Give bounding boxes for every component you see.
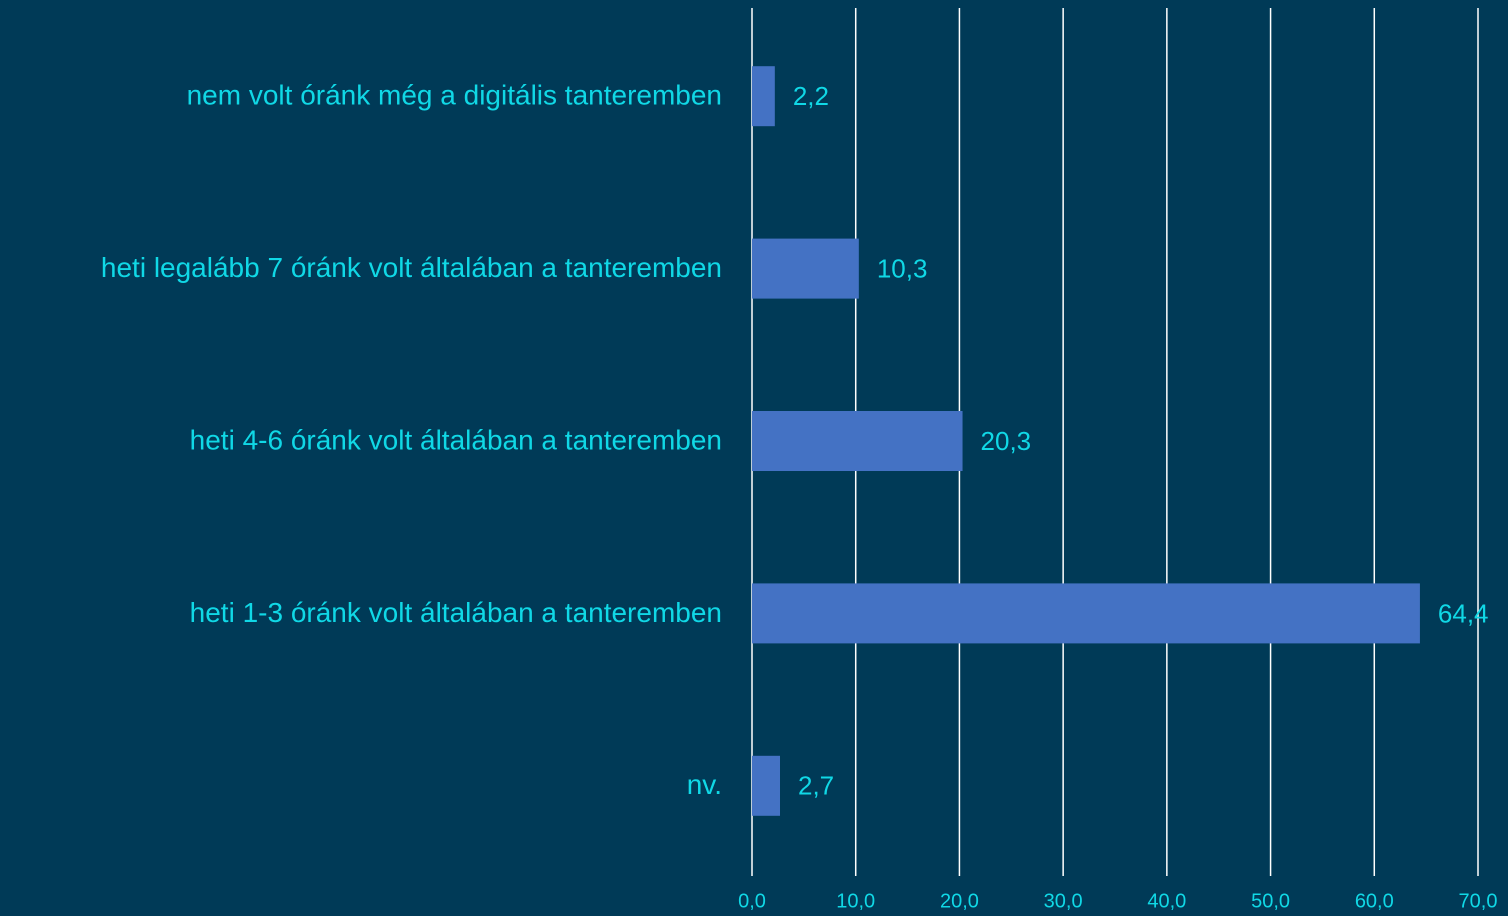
x-tick-label: 0,0 bbox=[738, 890, 766, 912]
value-label: 2,7 bbox=[798, 771, 834, 801]
bar bbox=[752, 238, 859, 299]
bar bbox=[752, 755, 781, 816]
bar bbox=[752, 583, 1420, 644]
y-tick-label: heti legalább 7 óránk volt általában a t… bbox=[101, 252, 722, 283]
x-tick-label: 50,0 bbox=[1251, 890, 1290, 912]
value-label: 20,3 bbox=[981, 426, 1032, 456]
x-tick-label: 20,0 bbox=[940, 890, 979, 912]
y-tick-label: heti 4-6 óránk volt általában a tanterem… bbox=[190, 424, 722, 455]
value-label: 2,2 bbox=[793, 81, 829, 111]
bar bbox=[752, 411, 963, 471]
bar bbox=[752, 66, 775, 127]
y-tick-label: nv. bbox=[687, 769, 722, 800]
y-tick-label: nem volt óránk még a digitális tanteremb… bbox=[187, 80, 722, 111]
x-tick-label: 60,0 bbox=[1355, 890, 1394, 912]
x-tick-label: 30,0 bbox=[1044, 890, 1083, 912]
x-tick-label: 40,0 bbox=[1147, 890, 1186, 912]
x-tick-label: 10,0 bbox=[836, 890, 875, 912]
value-label: 64,4 bbox=[1438, 598, 1489, 628]
value-label: 10,3 bbox=[877, 253, 928, 283]
y-tick-label: heti 1-3 óránk volt általában a tanterem… bbox=[190, 597, 722, 628]
x-tick-label: 70,0 bbox=[1459, 890, 1498, 912]
